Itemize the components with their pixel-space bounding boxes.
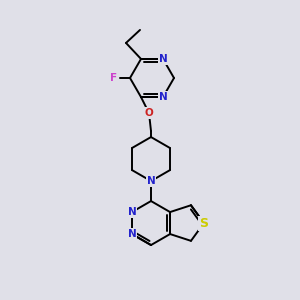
Text: N: N xyxy=(159,92,167,102)
Text: N: N xyxy=(159,54,167,64)
Text: N: N xyxy=(128,207,136,217)
Text: S: S xyxy=(200,217,208,230)
Text: O: O xyxy=(145,108,153,118)
Text: N: N xyxy=(147,176,155,186)
Text: F: F xyxy=(110,73,118,83)
Text: N: N xyxy=(128,229,136,239)
